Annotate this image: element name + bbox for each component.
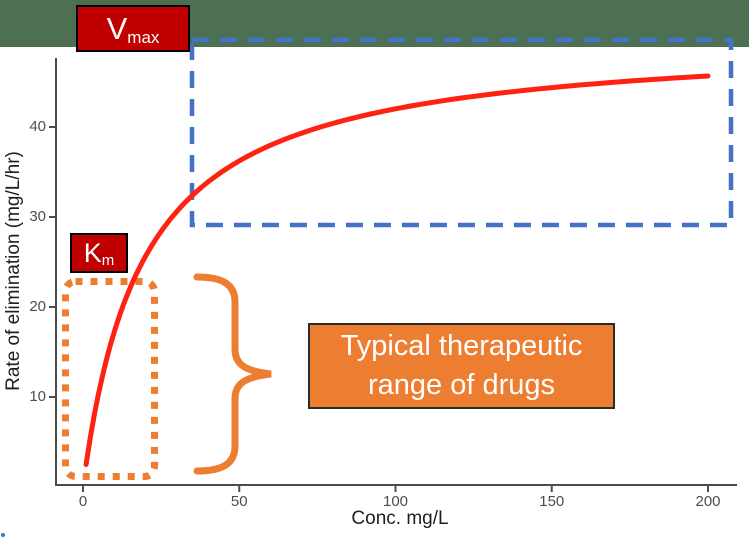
therapeutic-range-line2: range of drugs [367,369,555,401]
axis-tick-marks [49,126,709,492]
x-tick-label: 200 [695,493,721,510]
x-tick-label: 0 [78,493,88,510]
y-axis-title: Rate of elimination (mg/L/hr) [3,151,24,391]
therapeutic-range-brace [193,273,272,475]
x-tick-label: 50 [230,493,248,510]
x-tick-label: 100 [382,493,409,510]
y-tick-label: 10 [29,388,46,405]
y-tick-label: 30 [29,208,46,225]
y-tick-label: 40 [29,118,46,135]
stray-blue-dot [1,533,5,537]
therapeutic-range-box: Typical therapeutic range of drugs [308,323,615,409]
y-tick-label: 20 [29,298,46,315]
therapeutic-range-line1: Typical therapeutic [340,330,583,362]
km-dotted-region [62,278,158,480]
elimination-rate-curve [83,73,711,467]
km-label-base: K [83,237,102,268]
vmax-label-base: V [106,11,128,46]
km-label-subscript: m [101,251,115,269]
x-axis-title: Conc. mg/L [351,508,449,529]
vmax-plateau-dashed-region [189,37,734,228]
x-tick-label: 150 [539,493,565,510]
vmax-label-subscript: max [127,28,160,47]
